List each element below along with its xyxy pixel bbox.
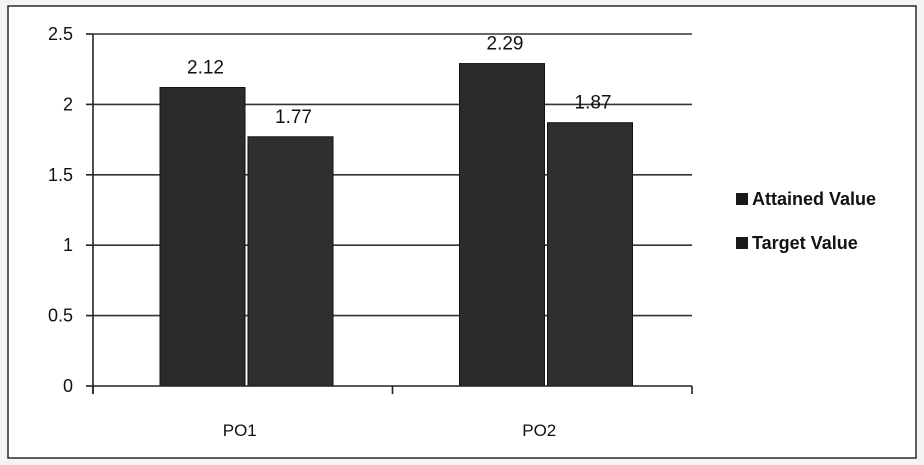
legend-label-1: Target Value <box>752 233 858 253</box>
bar-po2-series-1 <box>547 122 633 387</box>
legend: Attained Value Target Value <box>736 189 876 253</box>
y-axis-ticks: 0 0.5 1 1.5 2 2.5 <box>48 24 93 396</box>
data-labels: 2.12 1.77 2.29 1.87 <box>187 34 611 128</box>
bar-po1-series-0 <box>159 87 246 387</box>
legend-swatch-1 <box>736 237 748 249</box>
y-tick-label: 1.5 <box>48 165 73 185</box>
data-label: 1.77 <box>275 107 312 128</box>
y-tick-label: 0 <box>63 376 73 396</box>
data-label: 2.12 <box>187 58 224 79</box>
y-tick-label: 2 <box>63 94 73 114</box>
axes <box>92 34 693 394</box>
bar-po1-series-1 <box>247 136 334 387</box>
x-axis-categories: PO1 PO2 <box>223 421 557 440</box>
x-category-label: PO2 <box>522 421 556 440</box>
y-tick-label: 1 <box>63 235 73 255</box>
legend-label-0: Attained Value <box>752 189 876 209</box>
data-label: 1.87 <box>575 93 612 114</box>
bars <box>159 63 633 387</box>
y-tick-label: 2.5 <box>48 24 73 44</box>
bar-po2-series-0 <box>459 63 545 387</box>
data-label: 2.29 <box>487 34 524 55</box>
y-tick-label: 0.5 <box>48 306 73 326</box>
x-category-label: PO1 <box>223 421 257 440</box>
legend-swatch-0 <box>736 193 748 205</box>
